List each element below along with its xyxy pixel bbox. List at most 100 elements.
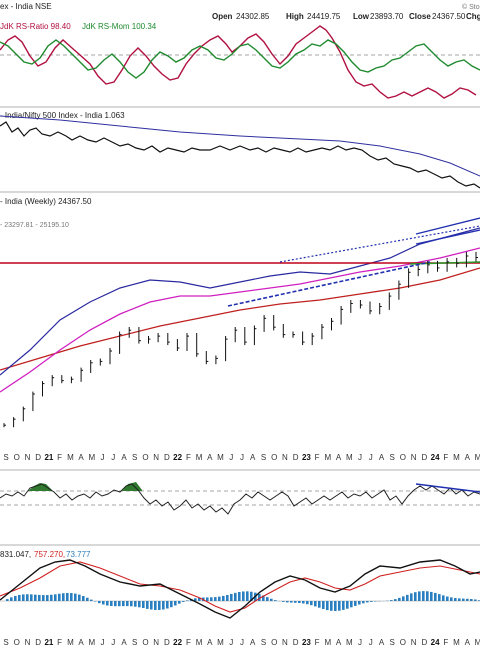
price-x-tick-label: A [78,453,84,462]
macd-hist-bar [30,594,33,601]
price-x-tick-label: M [324,453,331,462]
macd-hist-bar [90,599,93,602]
macd-hist-bar [450,597,453,602]
macd-hist-bar [94,601,97,602]
macd-hist-bar [194,598,197,601]
macd-x-tick-label: J [111,638,115,647]
price-legend: - India (Weekly) 24367.50 [0,197,92,206]
macd-hist-bar [326,601,329,611]
macd-hist-bar [338,601,341,611]
macd-hist-bar [398,597,401,601]
macd-hist-bar [350,601,353,608]
high-label: High [286,12,304,21]
macd-x-tick-label: F [443,638,448,647]
relative-ratio-line [0,121,480,189]
price-x-tick-label: J [240,453,244,462]
macd-x-tick-label: A [336,638,342,647]
price-x-tick-label: M [67,453,74,462]
macd-hist-bar [422,591,425,601]
macd-hist-bar [438,594,441,602]
macd-hist-bar [246,591,249,602]
macd-hist-bar [170,601,173,608]
price-x-tick-label: 21 [44,453,53,462]
price-x-tick-label: 22 [173,453,182,462]
macd-x-tick-label: M [196,638,203,647]
macd-x-tick-label: A [207,638,213,647]
macd-hist-bar [374,601,377,602]
macd-x-tick-label: O [142,638,148,647]
price-x-tick-label: O [271,453,277,462]
channel-lower [415,229,480,245]
osc-divergence-line [415,483,480,493]
price-x-tick-label: S [3,453,8,462]
chg-label: Chg [466,12,480,21]
macd-hist-bar [478,600,480,601]
macd-hist-bar [42,595,45,601]
relative-ma-line [0,115,480,177]
rs-ratio-legend: JdK RS-Ratio 98.40 [0,22,71,31]
macd-hist-bar [358,601,361,605]
macd-hist-bar [470,599,473,602]
macd-x-tick-label: A [121,638,127,647]
macd-hist-bar [26,594,29,602]
open-label: Open [212,12,233,21]
price-x-tick-label: 24 [431,453,440,462]
macd-x-tick-label: J [229,638,233,647]
macd-x-tick-label: S [261,638,266,647]
source-credit: © Sto [462,3,480,11]
oscillator-line [0,483,480,515]
macd-line [0,559,480,619]
macd-legend-signal: 757.270, [34,550,65,559]
macd-hist-bar [98,601,101,604]
macd-x-tick-label: N [153,638,159,647]
macd-hist-bar [238,592,241,602]
macd-x-tick-label: O [14,638,20,647]
macd-hist-bar [286,601,289,603]
macd-hist-bar [186,600,189,601]
price-x-tick-label: M [88,453,95,462]
macd-panel: 831.047, 757.270, 73.777 [0,550,480,619]
macd-hist-bar [270,598,273,602]
macd-x-tick-label: M [346,638,353,647]
macd-hist-bar [430,591,433,602]
macd-hist-bar [342,601,345,610]
macd-hist-bar [70,593,73,601]
macd-hist-bar [22,594,25,602]
oscillator-panel [0,482,480,515]
open-value: 24302.85 [236,12,270,21]
macd-x-tick-label: F [186,638,191,647]
macd-hist-bar [214,597,217,601]
relative-panel: - India/Nifty 500 Index - India 1.063 [0,111,480,189]
low-value: 23893.70 [370,12,404,21]
rising-trendline [227,261,431,307]
macd-hist-bar [122,601,125,607]
macd-hist-bar [234,592,237,601]
price-x-tick-label: D [293,453,299,462]
macd-hist-bar [306,601,309,605]
macd-signal-line [0,561,480,613]
macd-hist-bar [230,593,233,602]
macd-hist-bar [166,601,169,609]
macd-x-tick-label: D [164,638,170,647]
high-value: 24419.75 [307,12,341,21]
upper-trendline [279,225,480,263]
price-x-tick-label: N [25,453,31,462]
osc-overbought-fill-1 [28,483,52,491]
price-x-tick-label: A [207,453,213,462]
price-x-tick-label: F [186,453,191,462]
close-label: Close [409,12,431,21]
macd-x-tick-label: 23 [302,638,311,647]
macd-hist-bar [462,598,465,601]
macd-hist-bar [6,599,9,601]
price-x-tick-label: J [111,453,115,462]
macd-hist-bar [78,594,81,601]
macd-hist-bar [466,598,469,601]
macd-hist-bar [18,594,21,601]
macd-hist-bar [102,601,105,605]
macd-hist-bar [110,601,113,606]
macd-legend-main: 831.047, [0,550,31,559]
macd-hist-bar [66,592,69,601]
ma-200-line [0,267,480,371]
rrg-panel: JdK RS-Ratio 98.40 JdK RS-Mom 100.34 [0,22,480,99]
macd-x-tick-label: D [422,638,428,647]
